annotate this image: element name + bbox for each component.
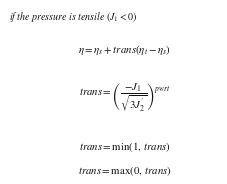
Text: $\mathit{trans} = \mathrm{min}(1,\, \mathit{trans})$: $\mathit{trans} = \mathrm{min}(1,\, \mat… (79, 140, 171, 154)
Text: $\mathit{trans} = \left(\dfrac{-J_1}{\sqrt{3J^{\prime}_{2}}}\right)^{\!\mathit{p: $\mathit{trans} = \left(\dfrac{-J_1}{\sq… (79, 81, 170, 114)
Text: $\mathit{\eta} = \mathit{\eta}_s + \mathit{trans}(\mathit{\eta}_t - \mathit{\eta: $\mathit{\eta} = \mathit{\eta}_s + \math… (78, 43, 171, 57)
Text: $\mathit{trans} = \mathrm{max}(0,\, \mathit{trans})$: $\mathit{trans} = \mathrm{max}(0,\, \mat… (78, 164, 172, 178)
Text: $\mathit{if\ the\ pressure\ is\ tensile\ }(J_1 < 0)$: $\mathit{if\ the\ pressure\ is\ tensile\… (9, 10, 138, 24)
